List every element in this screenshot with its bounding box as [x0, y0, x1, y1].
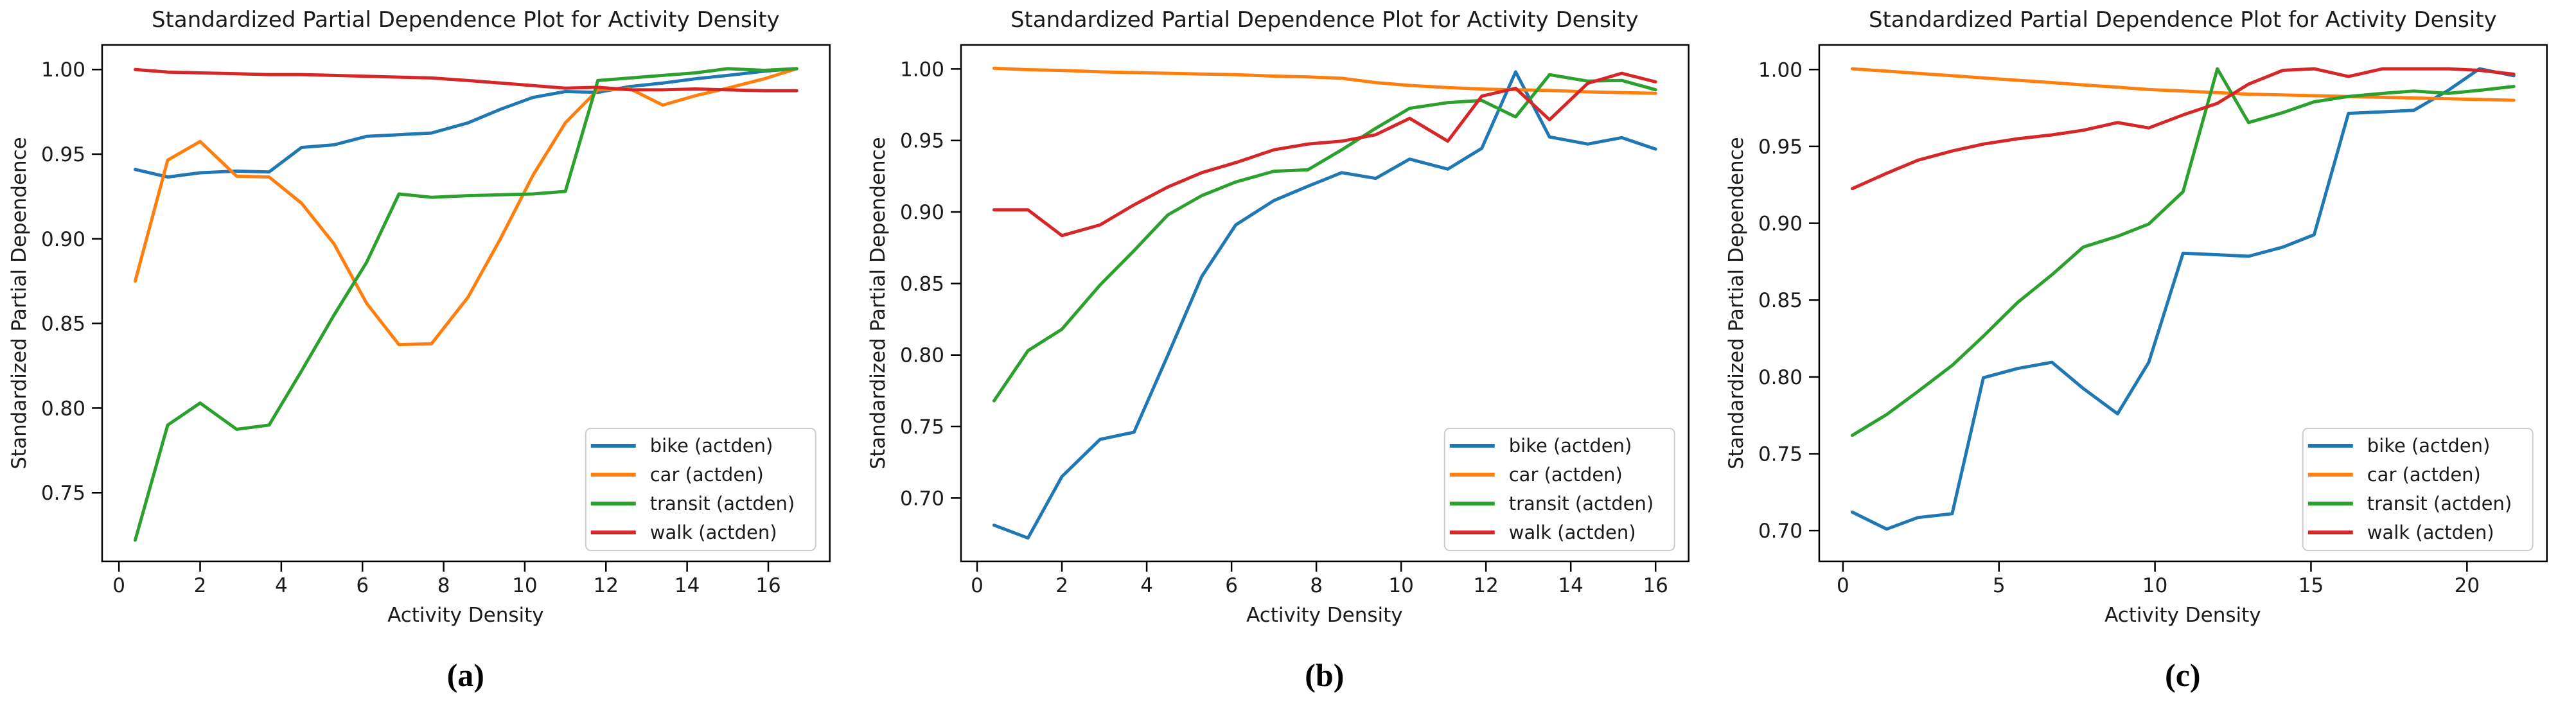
x-axis-label: Activity Density [2104, 604, 2261, 627]
x-tick-label: 14 [1558, 574, 1583, 597]
series-line-walk [1851, 67, 2516, 191]
series-line-car [992, 66, 1657, 95]
series-line-transit [992, 73, 1657, 403]
subfigure-caption: (c) [2165, 657, 2200, 693]
legend-box [585, 428, 816, 551]
x-tick-label: 8 [1310, 574, 1323, 597]
y-tick-label: 0.90 [1758, 213, 1803, 236]
y-axis-label: Standardized Partial Dependence [8, 137, 31, 469]
chart-panel-c: Standardized Partial Dependence Plot for… [1725, 7, 2548, 693]
x-tick-label: 10 [1388, 574, 1413, 597]
legend-label-bike: bike (actden) [2367, 435, 2491, 457]
x-tick-label: 5 [1993, 574, 2006, 597]
chart-panel-b: Standardized Partial Dependence Plot for… [867, 7, 1689, 693]
legend-label-transit: transit (actden) [1508, 493, 1653, 514]
x-tick-label: 2 [1055, 574, 1068, 597]
y-tick-label: 0.95 [900, 130, 944, 153]
y-tick-label: 0.80 [900, 344, 944, 367]
chart-panel-a: Standardized Partial Dependence Plot for… [8, 7, 831, 693]
x-tick-label: 15 [2298, 574, 2324, 597]
y-tick-label: 0.90 [41, 228, 85, 251]
legend-label-walk: walk (actden) [1508, 522, 1636, 543]
plot-content: 0 5 10 15 20 0.70 0.75 0.80 0.85 0.90 0.95 1.00 bike… [1758, 58, 2534, 597]
plot-content: 0 2 4 6 8 10 12 14 16 0.70 0.75 0.80 0.85 0.90 0.95 1.0… [900, 58, 1675, 597]
chart-title: Standardized Partial Dependence Plot for… [1010, 7, 1639, 33]
x-tick-label: 2 [194, 574, 207, 597]
x-tick-label: 20 [2455, 574, 2480, 597]
y-axis-label: Standardized Partial Dependence [1725, 137, 1748, 469]
x-tick-label: 6 [1225, 574, 1238, 597]
y-tick-label: 1.00 [900, 58, 944, 81]
x-tick-label: 6 [356, 574, 369, 597]
x-tick-label: 0 [112, 574, 125, 597]
y-tick-label: 0.75 [900, 416, 944, 439]
x-tick-label: 10 [512, 574, 537, 597]
y-tick-label: 0.90 [900, 201, 944, 224]
series-line-transit [133, 67, 798, 542]
x-tick-label: 14 [675, 574, 700, 597]
x-tick-label: 4 [1140, 574, 1153, 597]
legend-label-transit: transit (actden) [2367, 493, 2512, 514]
series-line-walk [992, 71, 1657, 238]
y-tick-label: 1.00 [41, 58, 85, 82]
y-tick-label: 0.70 [900, 487, 944, 510]
series-line-bike [992, 70, 1657, 540]
series-line-car [133, 67, 798, 347]
x-tick-label: 8 [437, 574, 450, 597]
y-tick-label: 0.85 [900, 272, 944, 295]
legend-label-walk: walk (actden) [650, 522, 777, 543]
plot-border [1819, 44, 2548, 563]
series-line-transit [1851, 67, 2516, 437]
legend-label-walk: walk (actden) [2367, 522, 2494, 543]
subfigure-caption: (b) [1305, 657, 1344, 693]
x-tick-label: 0 [1837, 574, 1849, 597]
y-tick-label: 0.95 [1758, 136, 1803, 159]
x-tick-label: 16 [1643, 574, 1668, 597]
chart-title: Standardized Partial Dependence Plot for… [152, 7, 780, 33]
series-line-car [1851, 67, 2516, 102]
x-tick-label: 12 [594, 574, 619, 597]
x-tick-label: 12 [1473, 574, 1498, 597]
y-axis-label: Standardized Partial Dependence [867, 137, 890, 469]
chart-title: Standardized Partial Dependence Plot for… [1869, 7, 2497, 33]
y-tick-label: 0.95 [41, 143, 85, 166]
legend-box [2302, 428, 2534, 551]
y-tick-label: 0.70 [1758, 520, 1803, 543]
x-tick-label: 0 [971, 574, 984, 597]
series-line-bike [1851, 67, 2516, 531]
subfigure-caption: (a) [447, 657, 484, 693]
plot-border [960, 44, 1689, 563]
y-tick-label: 0.80 [41, 397, 85, 420]
x-axis-label: Activity Density [1246, 604, 1403, 627]
x-axis-label: Activity Density [387, 604, 544, 627]
y-tick-label: 0.80 [1758, 366, 1803, 389]
series-line-bike [133, 67, 798, 179]
y-tick-label: 1.00 [1758, 58, 1803, 82]
series-line-walk [133, 67, 798, 92]
plot-border [101, 44, 831, 563]
plot-content: 0 2 4 6 8 10 12 14 16 0.75 0.80 0.85 0.90 0.95 1.00 bik… [41, 58, 816, 597]
y-tick-label: 0.85 [1758, 289, 1803, 312]
legend-label-car: car (actden) [2367, 464, 2481, 486]
legend-label-transit: transit (actden) [650, 493, 795, 514]
x-tick-label: 10 [2142, 574, 2167, 597]
y-tick-label: 0.75 [1758, 443, 1803, 466]
y-tick-label: 0.75 [41, 482, 85, 505]
legend-box [1443, 428, 1675, 551]
legend-label-car: car (actden) [650, 464, 764, 486]
x-tick-label: 16 [755, 574, 781, 597]
legend-label-bike: bike (actden) [650, 435, 773, 457]
y-tick-label: 0.85 [41, 313, 85, 336]
legend-label-car: car (actden) [1508, 464, 1622, 486]
x-tick-label: 4 [275, 574, 288, 597]
legend-label-bike: bike (actden) [1508, 435, 1632, 457]
